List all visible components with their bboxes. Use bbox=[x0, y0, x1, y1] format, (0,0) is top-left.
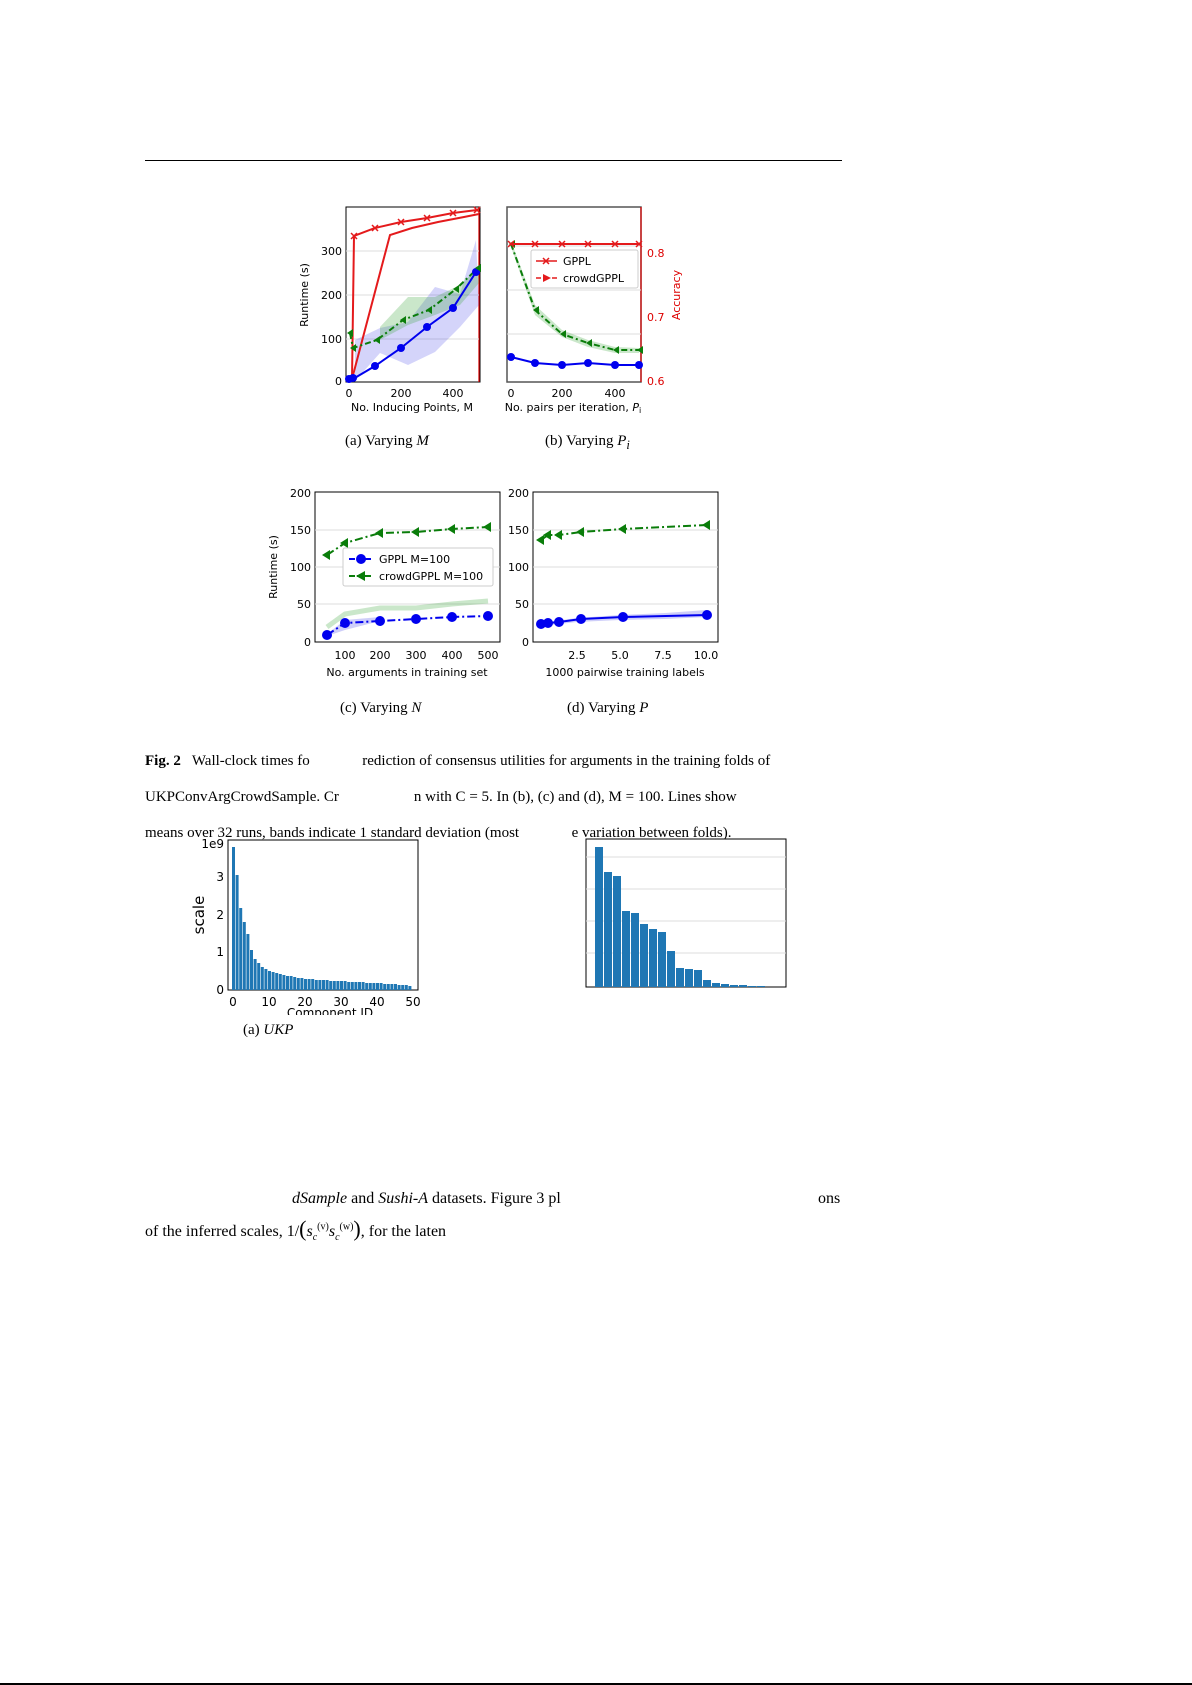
chart-3b bbox=[585, 838, 787, 988]
figure-2-caption: Fig. 2 Wall-clock times fo rediction of … bbox=[145, 753, 771, 841]
svg-text:1e9: 1e9 bbox=[201, 837, 224, 851]
svg-text:400: 400 bbox=[442, 649, 463, 662]
svg-text:0: 0 bbox=[229, 995, 237, 1009]
svg-text:0.6: 0.6 bbox=[647, 375, 665, 388]
caption-2d: (d) Varying P bbox=[567, 700, 649, 716]
svg-text:Component ID: Component ID bbox=[287, 1006, 373, 1015]
svg-text:40: 40 bbox=[369, 995, 384, 1009]
svg-text:0.8: 0.8 bbox=[647, 247, 665, 260]
svg-text:0: 0 bbox=[508, 387, 515, 400]
svg-text:GPPL M=100: GPPL M=100 bbox=[379, 553, 450, 566]
svg-text:Runtime (s): Runtime (s) bbox=[298, 263, 311, 327]
legend-gppl: GPPL bbox=[563, 255, 592, 268]
legend-crowdgppl: crowdGPPL bbox=[563, 272, 625, 285]
svg-text:2.5: 2.5 bbox=[568, 649, 586, 662]
svg-text:10.0: 10.0 bbox=[694, 649, 719, 662]
chart-3a: 0 1 2 3 1e9 0 10 20 30 40 50 Component ID scale bbox=[190, 837, 421, 1015]
legend bbox=[530, 249, 639, 289]
svg-text:100: 100 bbox=[290, 561, 311, 574]
chart-2b: GPPL crowdGPPL 0.6 0.7 0.8 Accuracy 0 200 40… bbox=[505, 206, 683, 415]
legend bbox=[342, 547, 494, 587]
chart-2a: 0 100 200 300 0 200 400 No. Inducing Points, … bbox=[298, 206, 481, 414]
svg-text:200: 200 bbox=[391, 387, 412, 400]
svg-text:0: 0 bbox=[335, 375, 342, 388]
svg-text:50: 50 bbox=[297, 598, 311, 611]
svg-text:0: 0 bbox=[304, 636, 311, 649]
svg-text:200: 200 bbox=[321, 289, 342, 302]
svg-text:150: 150 bbox=[508, 524, 529, 537]
body-text-line-1-end: ons bbox=[818, 1190, 841, 1207]
chart-2c: GPPL M=100 crowdGPPL M=100 050100150200 … bbox=[267, 487, 501, 679]
svg-text:Runtime (s): Runtime (s) bbox=[267, 535, 280, 599]
svg-text:No. arguments in training set: No. arguments in training set bbox=[326, 666, 488, 679]
svg-text:150: 150 bbox=[290, 524, 311, 537]
svg-text:20: 20 bbox=[297, 995, 312, 1009]
svg-text:400: 400 bbox=[443, 387, 464, 400]
svg-text:50: 50 bbox=[405, 995, 420, 1009]
svg-text:100: 100 bbox=[321, 333, 342, 346]
svg-text:0: 0 bbox=[216, 983, 224, 997]
svg-text:30: 30 bbox=[333, 995, 348, 1009]
svg-text:200: 200 bbox=[290, 487, 311, 500]
caption-2c: (c) Varying N bbox=[340, 700, 422, 716]
caption-3a: (a) UKP bbox=[243, 1022, 294, 1038]
svg-text:0: 0 bbox=[346, 387, 353, 400]
svg-text:50: 50 bbox=[515, 598, 529, 611]
svg-text:3: 3 bbox=[216, 870, 224, 884]
caption-2a: (a) Varying M bbox=[345, 433, 429, 449]
svg-text:5.0: 5.0 bbox=[611, 649, 629, 662]
svg-text:100: 100 bbox=[508, 561, 529, 574]
svg-text:7.5: 7.5 bbox=[654, 649, 672, 662]
footer-rule bbox=[0, 1683, 1192, 1685]
svg-text:300: 300 bbox=[406, 649, 427, 662]
body-text-line-2: of the inferred scales, 1/(sc(v)sc(w)), … bbox=[145, 1216, 447, 1244]
header-rule bbox=[145, 160, 842, 161]
svg-text:1: 1 bbox=[216, 945, 224, 959]
svg-text:10: 10 bbox=[261, 995, 276, 1009]
svg-text:300: 300 bbox=[321, 245, 342, 258]
svg-text:200: 200 bbox=[552, 387, 573, 400]
svg-text:0.7: 0.7 bbox=[647, 311, 665, 324]
svg-text:200: 200 bbox=[370, 649, 391, 662]
svg-text:crowdGPPL M=100: crowdGPPL M=100 bbox=[379, 570, 483, 583]
svg-text:No. pairs per iteration, Pi: No. pairs per iteration, Pi bbox=[505, 401, 641, 415]
svg-text:Accuracy: Accuracy bbox=[670, 269, 683, 320]
caption-2b: (b) Varying Pi bbox=[545, 433, 630, 452]
svg-text:400: 400 bbox=[605, 387, 626, 400]
svg-text:200: 200 bbox=[508, 487, 529, 500]
svg-text:500: 500 bbox=[478, 649, 499, 662]
x-axis-label: No. Inducing Points, M bbox=[351, 401, 473, 414]
svg-text:1000 pairwise training labels: 1000 pairwise training labels bbox=[545, 666, 705, 679]
body-text-line-1: dSample and Sushi-A datasets. Figure 3 p… bbox=[292, 1190, 561, 1207]
svg-text:100: 100 bbox=[335, 649, 356, 662]
svg-text:2: 2 bbox=[216, 908, 224, 922]
svg-text:0: 0 bbox=[522, 636, 529, 649]
chart-2d: 0 50 100 150 200 2.5 5.0 7.5 10.0 1000 pairwise… bbox=[508, 487, 719, 679]
svg-text:scale: scale bbox=[190, 896, 208, 935]
